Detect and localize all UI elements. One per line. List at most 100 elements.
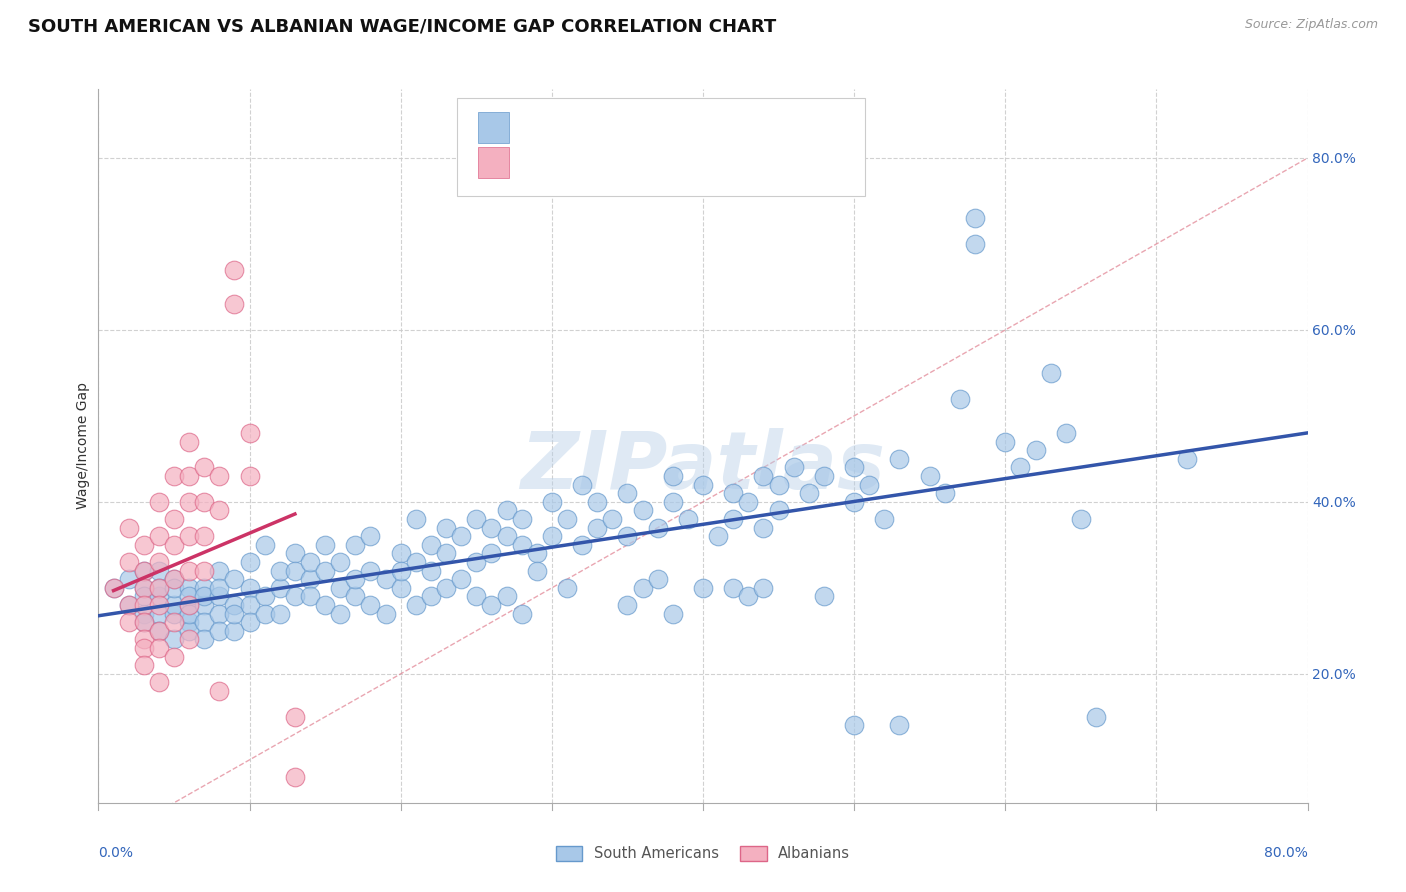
Point — [163, 572, 186, 586]
Point — [420, 590, 443, 604]
Point — [163, 572, 186, 586]
Point — [586, 495, 609, 509]
Point — [360, 598, 382, 612]
Point — [132, 564, 155, 578]
Point — [208, 624, 231, 638]
Point — [132, 538, 155, 552]
Point — [647, 521, 669, 535]
Text: 0.273: 0.273 — [555, 152, 603, 169]
Point — [148, 529, 170, 543]
Point — [224, 598, 246, 612]
Point — [571, 477, 593, 491]
Point — [844, 460, 866, 475]
Point — [208, 469, 231, 483]
Point — [797, 486, 820, 500]
Point — [239, 426, 262, 441]
Point — [616, 598, 638, 612]
Point — [723, 512, 745, 526]
Point — [148, 607, 170, 621]
Point — [314, 564, 336, 578]
Point — [163, 607, 186, 621]
Point — [148, 581, 170, 595]
Point — [602, 512, 624, 526]
Point — [752, 469, 775, 483]
Point — [813, 469, 835, 483]
Point — [844, 718, 866, 732]
Point — [179, 564, 201, 578]
Point — [239, 555, 262, 569]
Point — [676, 512, 699, 526]
Point — [208, 564, 231, 578]
Point — [965, 211, 987, 226]
Point — [224, 572, 246, 586]
Point — [284, 564, 307, 578]
Point — [510, 538, 533, 552]
Point — [481, 546, 503, 560]
Point — [148, 598, 170, 612]
Point — [132, 598, 155, 612]
Point — [1024, 443, 1046, 458]
Point — [510, 607, 533, 621]
Point — [179, 607, 201, 621]
Point — [465, 590, 488, 604]
Point — [208, 607, 231, 621]
Point — [450, 529, 472, 543]
Point — [193, 632, 215, 647]
Point — [253, 590, 276, 604]
Point — [163, 469, 186, 483]
Point — [1054, 426, 1077, 441]
Point — [132, 658, 155, 673]
Point — [148, 495, 170, 509]
Point — [179, 615, 201, 630]
Point — [571, 538, 593, 552]
Point — [1070, 512, 1092, 526]
Point — [148, 624, 170, 638]
Point — [163, 598, 186, 612]
Point — [858, 477, 880, 491]
Point — [723, 486, 745, 500]
Point — [179, 624, 201, 638]
Text: 110: 110 — [696, 116, 728, 134]
Point — [495, 503, 517, 517]
Point — [163, 649, 186, 664]
Point — [148, 564, 170, 578]
Point — [148, 555, 170, 569]
Point — [208, 581, 231, 595]
Point — [647, 572, 669, 586]
Point — [118, 598, 141, 612]
Point — [224, 297, 246, 311]
Point — [329, 555, 352, 569]
Text: R =: R = — [520, 152, 551, 169]
Point — [179, 495, 201, 509]
Point — [405, 555, 427, 569]
Point — [239, 581, 262, 595]
Point — [540, 529, 562, 543]
Point — [661, 495, 683, 509]
Point — [434, 581, 457, 595]
Point — [103, 581, 125, 595]
Point — [344, 590, 367, 604]
Point — [163, 615, 186, 630]
Point — [344, 538, 367, 552]
Point — [692, 581, 714, 595]
Point — [132, 641, 155, 656]
Point — [555, 581, 578, 595]
Text: 0.0%: 0.0% — [98, 846, 134, 860]
Point — [434, 521, 457, 535]
Point — [148, 581, 170, 595]
Point — [269, 607, 291, 621]
Point — [360, 529, 382, 543]
Point — [179, 590, 201, 604]
Point — [389, 581, 412, 595]
Point — [329, 607, 352, 621]
Point — [179, 529, 201, 543]
Point — [526, 546, 548, 560]
Point — [495, 529, 517, 543]
Point — [193, 615, 215, 630]
Point — [118, 615, 141, 630]
Point — [526, 564, 548, 578]
Point — [148, 641, 170, 656]
Point — [510, 512, 533, 526]
Text: ZIPatlas: ZIPatlas — [520, 428, 886, 507]
Point — [299, 590, 322, 604]
